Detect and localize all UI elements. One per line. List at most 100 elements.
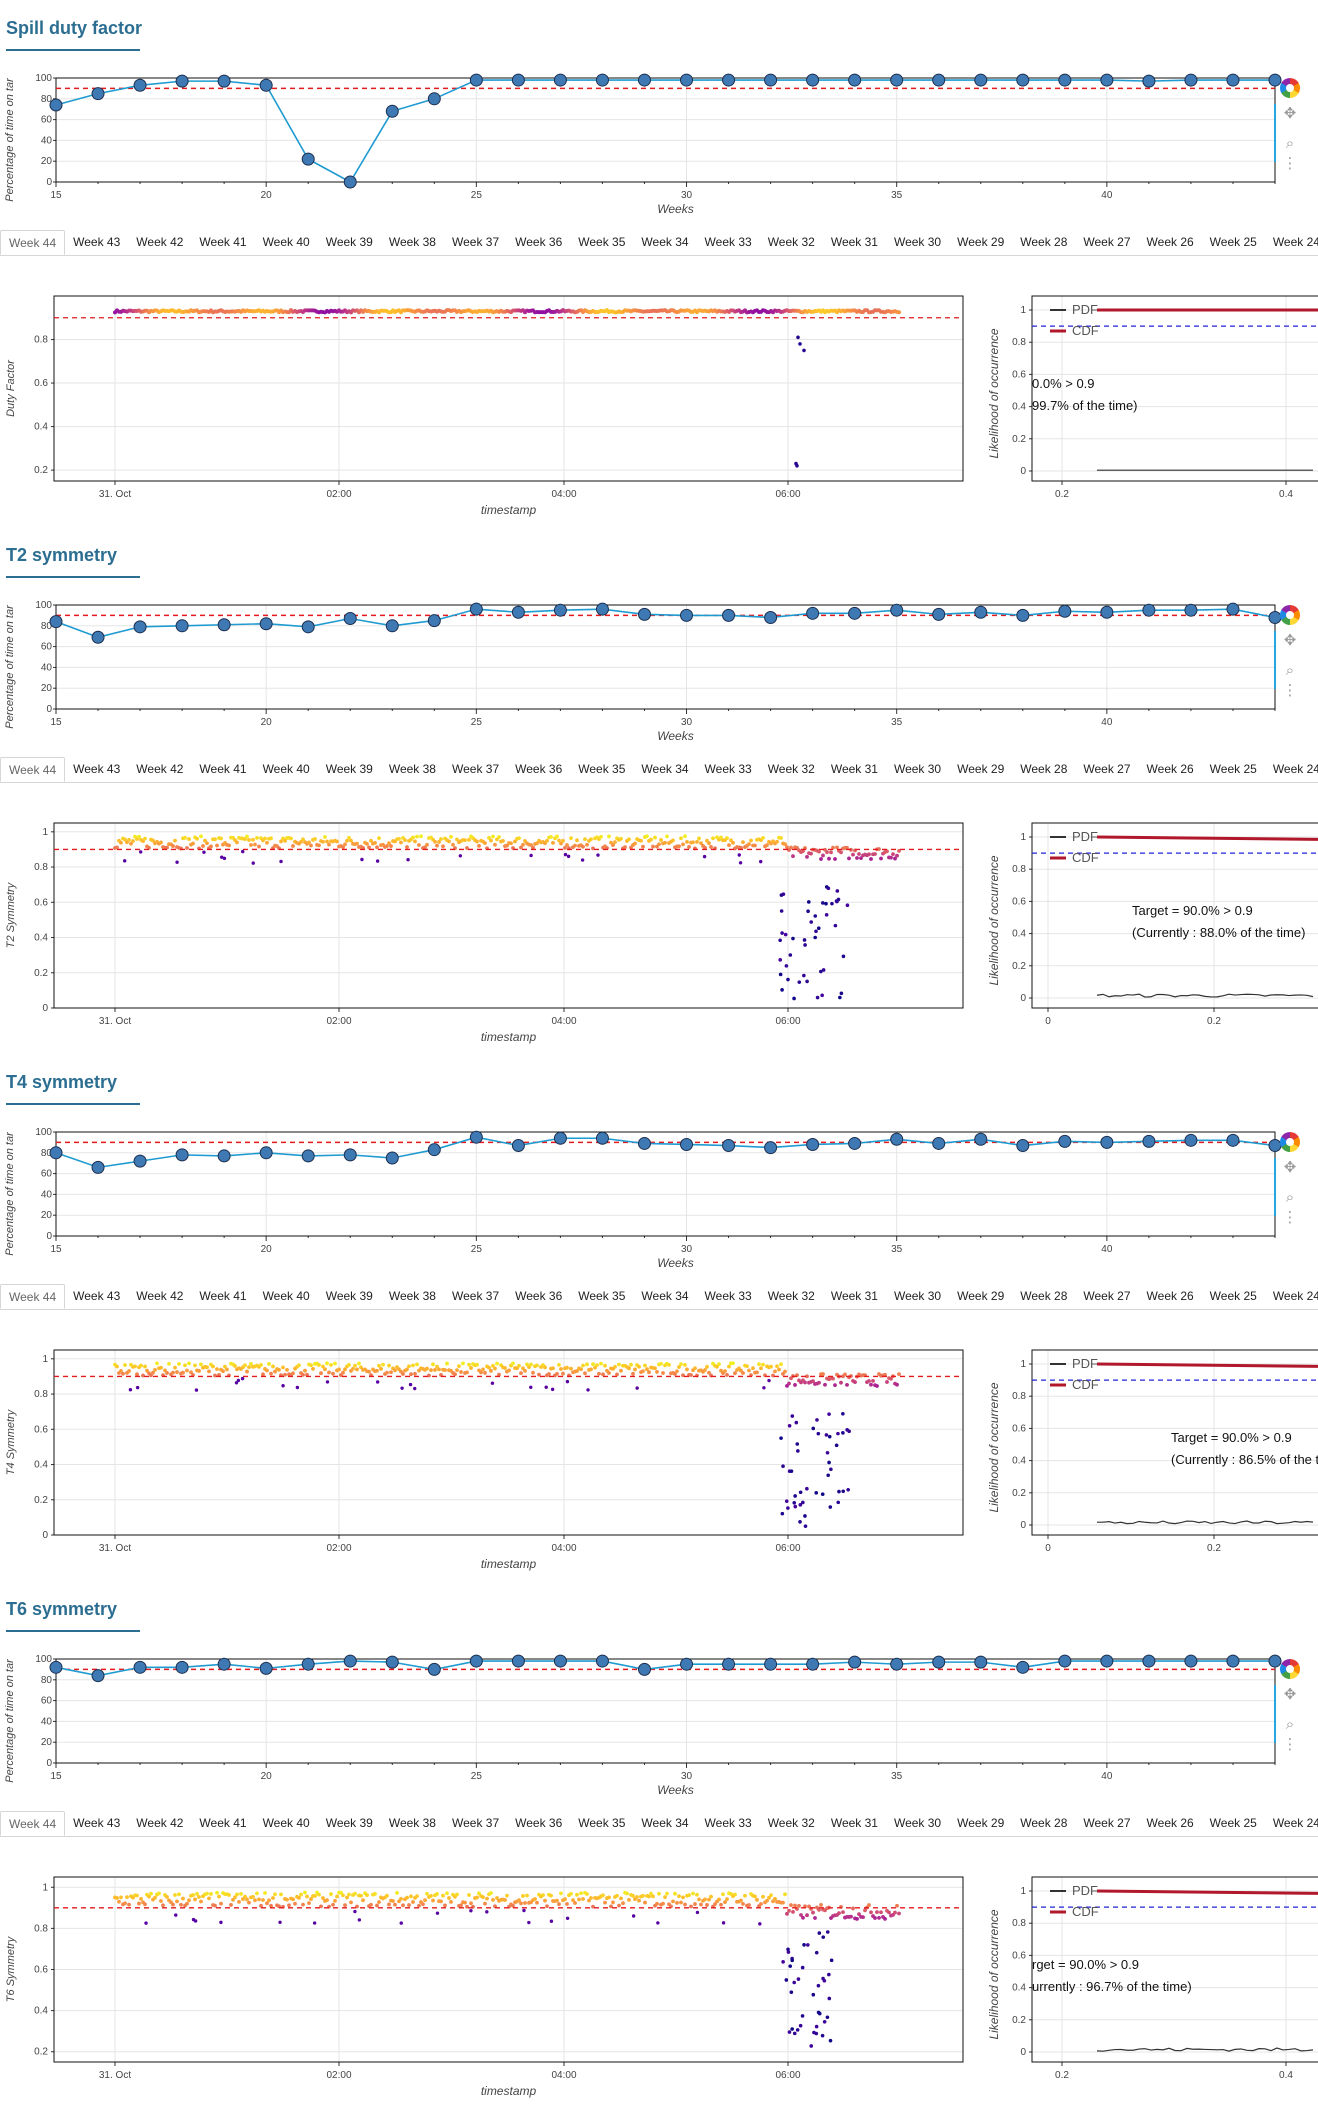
- tab-week-36[interactable]: Week 36: [515, 1816, 563, 1830]
- tab-week-40[interactable]: Week 40: [262, 1816, 310, 1830]
- tab-week-25[interactable]: Week 25: [1209, 1816, 1257, 1830]
- tab-week-34[interactable]: Week 34: [641, 1289, 689, 1303]
- tab-week-27[interactable]: Week 27: [1083, 235, 1131, 249]
- tab-week-27[interactable]: Week 27: [1083, 762, 1131, 776]
- tab-week-32[interactable]: Week 32: [767, 235, 815, 249]
- more-icon[interactable]: ⋮: [1282, 1209, 1298, 1226]
- bokeh-logo-icon[interactable]: [1280, 1659, 1300, 1679]
- tab-week-38[interactable]: Week 38: [388, 762, 436, 776]
- tab-week-37[interactable]: Week 37: [451, 1816, 500, 1830]
- tab-week-40[interactable]: Week 40: [262, 762, 310, 776]
- tab-week-44[interactable]: Week 44: [0, 1284, 66, 1309]
- more-icon[interactable]: ⋮: [1282, 682, 1298, 699]
- pan-icon[interactable]: ✥: [1283, 1159, 1297, 1176]
- tab-week-38[interactable]: Week 38: [388, 1816, 436, 1830]
- tab-week-37[interactable]: Week 37: [451, 762, 500, 776]
- tab-week-41[interactable]: Week 41: [199, 1289, 247, 1303]
- tab-week-34[interactable]: Week 34: [641, 1816, 689, 1830]
- tab-week-37[interactable]: Week 37: [451, 1289, 500, 1303]
- tab-week-41[interactable]: Week 41: [199, 235, 247, 249]
- wheel-zoom-icon[interactable]: ⌕: [1285, 1716, 1295, 1733]
- tab-week-42[interactable]: Week 42: [136, 235, 184, 249]
- tab-week-36[interactable]: Week 36: [515, 1289, 563, 1303]
- tab-week-26[interactable]: Week 26: [1146, 235, 1194, 249]
- tab-week-41[interactable]: Week 41: [199, 1816, 247, 1830]
- pan-icon[interactable]: ✥: [1283, 632, 1297, 649]
- more-icon[interactable]: ⋮: [1282, 1736, 1298, 1753]
- tab-week-27[interactable]: Week 27: [1083, 1816, 1131, 1830]
- tab-week-33[interactable]: Week 33: [704, 1816, 752, 1830]
- chart-toolbar[interactable]: ✥ ⌕ ⋮: [1274, 1132, 1304, 1252]
- wheel-zoom-icon[interactable]: ⌕: [1285, 135, 1295, 152]
- tab-week-35[interactable]: Week 35: [578, 1289, 626, 1303]
- tab-week-26[interactable]: Week 26: [1146, 1816, 1194, 1830]
- tab-week-24[interactable]: Week 24: [1272, 1289, 1318, 1303]
- tab-week-30[interactable]: Week 30: [893, 1816, 942, 1830]
- tab-week-30[interactable]: Week 30: [893, 1289, 942, 1303]
- tab-week-29[interactable]: Week 29: [957, 235, 1005, 249]
- tab-week-31[interactable]: Week 31: [830, 1289, 878, 1303]
- tab-week-27[interactable]: Week 27: [1083, 1289, 1131, 1303]
- tab-week-25[interactable]: Week 25: [1209, 1289, 1257, 1303]
- tab-week-32[interactable]: Week 32: [767, 1289, 815, 1303]
- more-icon[interactable]: ⋮: [1282, 155, 1298, 172]
- tab-week-31[interactable]: Week 31: [830, 1816, 878, 1830]
- tab-week-44[interactable]: Week 44: [0, 1811, 66, 1836]
- tab-week-28[interactable]: Week 28: [1020, 1289, 1068, 1303]
- tab-week-30[interactable]: Week 30: [893, 235, 942, 249]
- tab-week-28[interactable]: Week 28: [1020, 1816, 1068, 1830]
- tab-week-29[interactable]: Week 29: [957, 1289, 1005, 1303]
- tab-week-42[interactable]: Week 42: [136, 1816, 184, 1830]
- tab-week-44[interactable]: Week 44: [0, 230, 66, 255]
- tab-week-29[interactable]: Week 29: [957, 1816, 1005, 1830]
- tab-week-35[interactable]: Week 35: [578, 235, 626, 249]
- tab-week-24[interactable]: Week 24: [1272, 1816, 1318, 1830]
- tab-week-40[interactable]: Week 40: [262, 1289, 310, 1303]
- chart-toolbar[interactable]: ✥ ⌕ ⋮: [1274, 1659, 1304, 1779]
- tab-week-28[interactable]: Week 28: [1020, 762, 1068, 776]
- tab-week-42[interactable]: Week 42: [136, 762, 184, 776]
- tab-week-38[interactable]: Week 38: [388, 235, 436, 249]
- tab-week-34[interactable]: Week 34: [641, 762, 689, 776]
- bokeh-logo-icon[interactable]: [1280, 1132, 1300, 1152]
- tab-week-30[interactable]: Week 30: [893, 762, 942, 776]
- tab-week-43[interactable]: Week 43: [73, 762, 121, 776]
- tab-week-44[interactable]: Week 44: [0, 757, 66, 782]
- tab-week-43[interactable]: Week 43: [73, 1816, 121, 1830]
- tab-week-43[interactable]: Week 43: [73, 1289, 121, 1303]
- wheel-zoom-icon[interactable]: ⌕: [1285, 662, 1295, 679]
- tab-week-34[interactable]: Week 34: [641, 235, 689, 249]
- bokeh-logo-icon[interactable]: [1280, 78, 1300, 98]
- tab-week-33[interactable]: Week 33: [704, 1289, 752, 1303]
- chart-toolbar[interactable]: ✥ ⌕ ⋮: [1274, 78, 1304, 198]
- tab-week-33[interactable]: Week 33: [704, 762, 752, 776]
- tab-week-31[interactable]: Week 31: [830, 235, 878, 249]
- tab-week-39[interactable]: Week 39: [325, 1289, 373, 1303]
- tab-week-37[interactable]: Week 37: [451, 235, 500, 249]
- tab-week-41[interactable]: Week 41: [199, 762, 247, 776]
- tab-week-39[interactable]: Week 39: [325, 762, 373, 776]
- pan-icon[interactable]: ✥: [1283, 1686, 1297, 1703]
- tab-week-25[interactable]: Week 25: [1209, 762, 1257, 776]
- tab-week-29[interactable]: Week 29: [957, 762, 1005, 776]
- tab-week-33[interactable]: Week 33: [704, 235, 752, 249]
- tab-week-36[interactable]: Week 36: [515, 762, 563, 776]
- chart-toolbar[interactable]: ✥ ⌕ ⋮: [1274, 605, 1304, 725]
- tab-week-32[interactable]: Week 32: [767, 762, 815, 776]
- tab-week-28[interactable]: Week 28: [1020, 235, 1068, 249]
- tab-week-26[interactable]: Week 26: [1146, 762, 1194, 776]
- tab-week-39[interactable]: Week 39: [325, 1816, 373, 1830]
- tab-week-26[interactable]: Week 26: [1146, 1289, 1194, 1303]
- pan-icon[interactable]: ✥: [1283, 105, 1297, 122]
- tab-week-31[interactable]: Week 31: [830, 762, 878, 776]
- tab-week-42[interactable]: Week 42: [136, 1289, 184, 1303]
- tab-week-39[interactable]: Week 39: [325, 235, 373, 249]
- tab-week-35[interactable]: Week 35: [578, 1816, 626, 1830]
- tab-week-40[interactable]: Week 40: [262, 235, 310, 249]
- tab-week-43[interactable]: Week 43: [73, 235, 121, 249]
- bokeh-logo-icon[interactable]: [1280, 605, 1300, 625]
- wheel-zoom-icon[interactable]: ⌕: [1285, 1189, 1295, 1206]
- tab-week-24[interactable]: Week 24: [1272, 235, 1318, 249]
- tab-week-25[interactable]: Week 25: [1209, 235, 1257, 249]
- tab-week-36[interactable]: Week 36: [515, 235, 563, 249]
